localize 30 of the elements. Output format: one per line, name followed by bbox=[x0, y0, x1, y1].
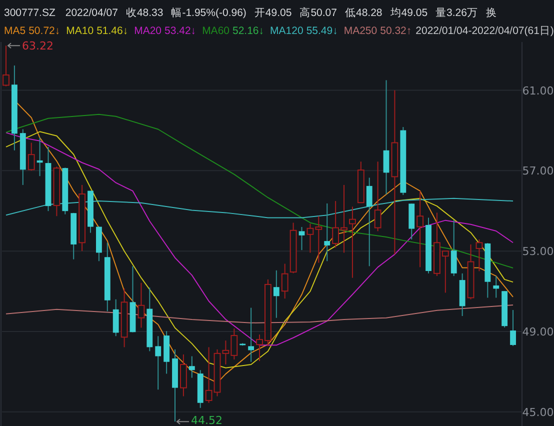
text: 50.32↑ bbox=[380, 25, 412, 37]
text: 53.42↓ bbox=[164, 25, 196, 37]
text: MA60 bbox=[202, 25, 230, 37]
y-tick-label: 61.00 bbox=[522, 84, 554, 98]
text: MA120 bbox=[270, 25, 304, 37]
text: 高50.07 bbox=[300, 6, 338, 19]
annotation: 63.22 bbox=[22, 40, 54, 53]
text: 2022/01/04-2022/04/07(61日) bbox=[416, 25, 554, 37]
text: 换 bbox=[486, 7, 497, 19]
text: 52.16↓ bbox=[232, 25, 264, 37]
text: 50.72↓ bbox=[28, 25, 60, 37]
chart-title: 300777.SZ bbox=[4, 7, 56, 19]
y-tick-label: 57.00 bbox=[522, 164, 554, 178]
text: 55.49↓ bbox=[306, 25, 338, 37]
text: MA250 bbox=[344, 25, 378, 37]
y-tick-label: 45.00 bbox=[522, 406, 554, 419]
text: 均49.05 bbox=[389, 7, 428, 19]
text: MA5 bbox=[4, 25, 26, 37]
y-tick-label: 49.00 bbox=[522, 326, 554, 339]
text: MA20 bbox=[134, 25, 162, 37]
annotation: 44.52 bbox=[191, 414, 223, 426]
text: 收48.33 bbox=[126, 7, 164, 19]
text: 幅-1.95%(-0.96) bbox=[171, 7, 246, 19]
text: 开49.05 bbox=[254, 7, 292, 19]
y-tick-label: 53.00 bbox=[522, 245, 554, 258]
text: 量3.26万 bbox=[436, 7, 478, 19]
text: 2022/04/07 bbox=[65, 7, 118, 19]
text: MA10 bbox=[66, 25, 94, 37]
text: 低48.28 bbox=[344, 7, 382, 19]
text: 51.46↓ bbox=[96, 25, 128, 37]
